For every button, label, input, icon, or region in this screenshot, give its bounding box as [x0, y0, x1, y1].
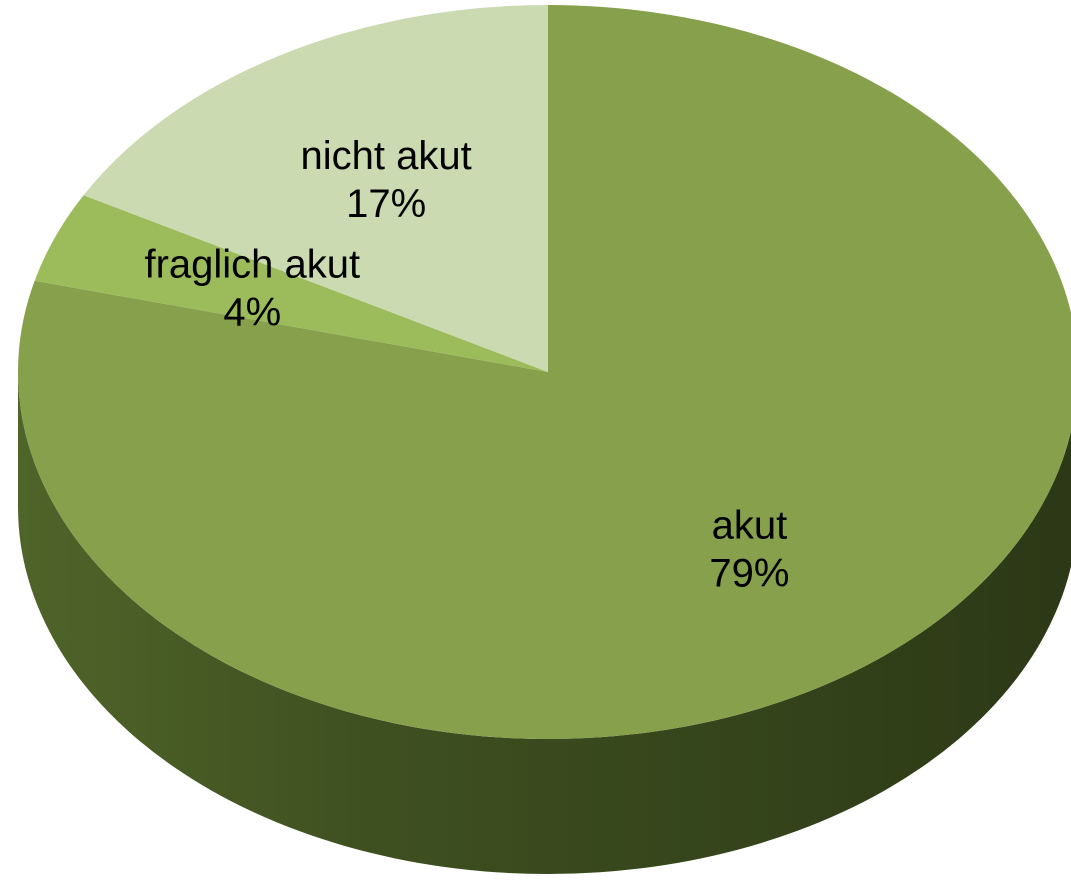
pie-slice — [34, 195, 548, 372]
slice-value-label: 4% — [223, 291, 281, 335]
slice-value-label: 17% — [346, 182, 426, 226]
slice-category-label: fraglich akut — [144, 243, 360, 287]
pie — [18, 4, 1071, 874]
slice-value-label: 79% — [709, 551, 789, 595]
pie-slice — [83, 4, 548, 372]
pie-slice — [18, 5, 1071, 739]
slice-category-label: nicht akut — [301, 134, 472, 178]
slice-category-label: akut — [712, 503, 788, 547]
pie-side — [18, 372, 1071, 874]
